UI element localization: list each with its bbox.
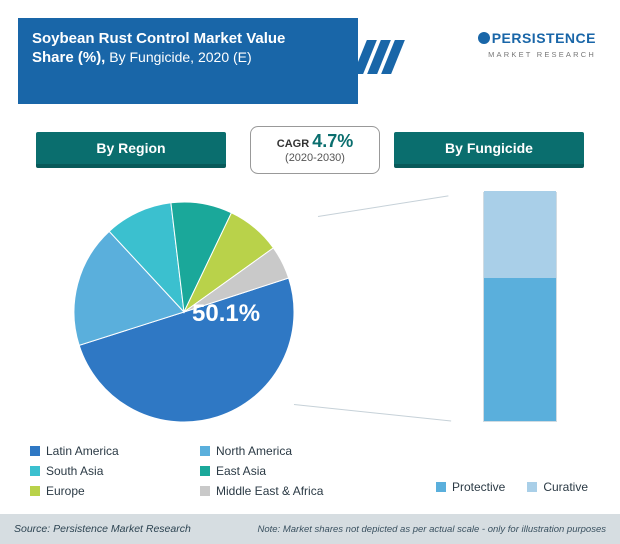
legend-label: Protective: [452, 480, 505, 494]
header-title-line1: Soybean Rust Control Market Value: [32, 30, 344, 49]
legend-item: Protective: [436, 480, 505, 494]
legend-row: South Asia East Asia: [30, 464, 380, 484]
legend-label: Latin America: [46, 444, 119, 458]
stacked-bar-chart: [460, 192, 580, 432]
stacked-bar: [483, 192, 557, 422]
header-panel: Soybean Rust Control Market Value Share …: [18, 18, 358, 104]
legend-item: Curative: [527, 480, 588, 494]
pie-chart: 50.1%: [34, 192, 334, 432]
legend-row: Latin America North America: [30, 444, 380, 464]
cagr-box: CAGR 4.7% (2020-2030): [250, 126, 380, 174]
legend-item: Latin America: [30, 444, 200, 458]
legend-label: North America: [216, 444, 292, 458]
pie-svg: [34, 192, 334, 432]
connector-line: [318, 195, 449, 217]
legend-fungicide: Protective Curative: [436, 480, 588, 494]
legend-swatch: [527, 482, 537, 492]
brand-logo: PERSISTENCE MARKET RESEARCH: [436, 30, 596, 59]
logo-name-text: PERSISTENCE: [492, 30, 596, 46]
header-title-strong: Share (%),: [32, 49, 105, 66]
header-title-line2: Share (%), By Fungicide, 2020 (E): [32, 49, 344, 68]
legend-swatch: [200, 446, 210, 456]
bar-segment: [484, 278, 556, 421]
footer-note: Note: Market shares not depicted as per …: [257, 524, 606, 535]
banner-by-fungicide: By Fungicide: [394, 132, 584, 168]
pie-center-label: 50.1%: [192, 300, 260, 328]
legend-label: East Asia: [216, 464, 266, 478]
legend-item: North America: [200, 444, 370, 458]
header-title-rest: By Fungicide, 2020 (E): [105, 49, 251, 65]
legend-swatch: [30, 486, 40, 496]
footer-bar: Source: Persistence Market Research Note…: [0, 514, 620, 544]
legend-item: Middle East & Africa: [200, 484, 370, 498]
legend-item: Europe: [30, 484, 200, 498]
footer-source: Source: Persistence Market Research: [14, 523, 191, 535]
legend-row: Europe Middle East & Africa: [30, 484, 380, 504]
legend-region: Latin America North America South Asia East…: [30, 444, 380, 504]
logo-dot-icon: [478, 32, 490, 44]
logo-tagline: MARKET RESEARCH: [436, 50, 596, 59]
bar-segment: [484, 191, 556, 278]
header-slashes-decor: [360, 40, 398, 74]
legend-swatch: [200, 486, 210, 496]
banner-by-region: By Region: [36, 132, 226, 168]
cagr-line: CAGR 4.7%: [251, 131, 379, 152]
legend-swatch: [436, 482, 446, 492]
legend-label: South Asia: [46, 464, 103, 478]
legend-label: Curative: [543, 480, 588, 494]
legend-item: East Asia: [200, 464, 370, 478]
banner-row: By Region CAGR 4.7% (2020-2030) By Fungi…: [0, 126, 620, 178]
legend-swatch: [30, 466, 40, 476]
legend-swatch: [200, 466, 210, 476]
cagr-label: CAGR: [277, 138, 312, 150]
legend-label: Europe: [46, 484, 85, 498]
legend-swatch: [30, 446, 40, 456]
legend-label: Middle East & Africa: [216, 484, 323, 498]
infographic-canvas: Soybean Rust Control Market Value Share …: [0, 0, 620, 544]
cagr-value: 4.7%: [312, 131, 353, 151]
logo-name: PERSISTENCE: [436, 30, 596, 48]
cagr-period: (2020-2030): [251, 152, 379, 164]
legend-item: South Asia: [30, 464, 200, 478]
